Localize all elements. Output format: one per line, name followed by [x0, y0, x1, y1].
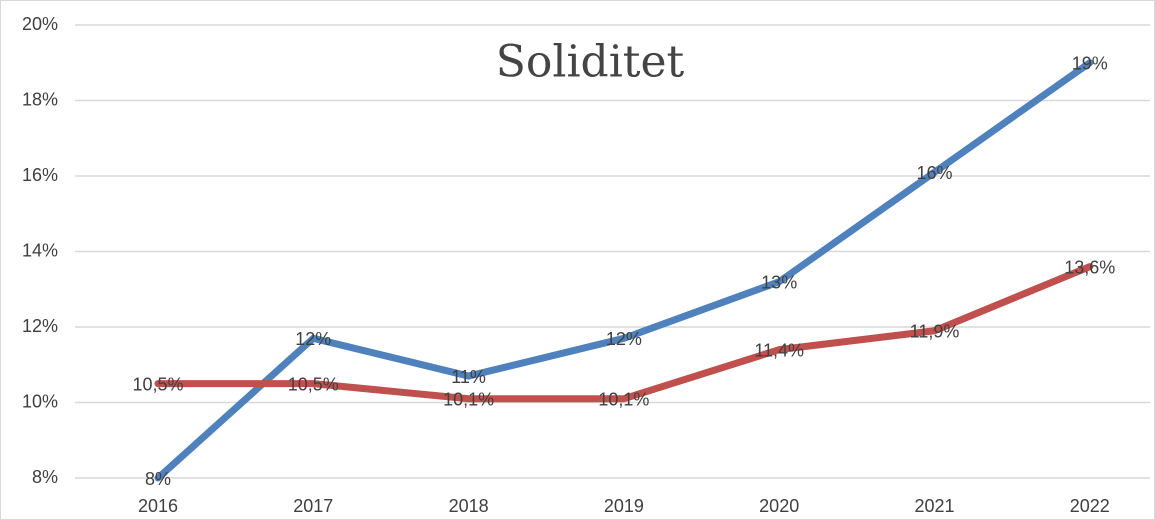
series-line: [154, 263, 1094, 403]
y-tick-label: 16%: [22, 165, 58, 185]
data-label: 12%: [295, 329, 331, 349]
x-tick-label: 2020: [759, 496, 799, 516]
data-label: 10,1%: [598, 389, 649, 409]
y-tick-label: 12%: [22, 316, 58, 336]
x-tick-label: 2018: [449, 496, 489, 516]
data-label: 10,5%: [132, 374, 183, 394]
y-tick-label: 14%: [22, 240, 58, 260]
data-label: 19%: [1072, 54, 1108, 74]
y-tick-label: 10%: [22, 391, 58, 411]
x-tick-label: 2022: [1070, 496, 1110, 516]
data-label: 11%: [451, 367, 486, 387]
x-tick-label: 2019: [604, 496, 644, 516]
y-tick-label: 8%: [32, 467, 58, 487]
data-label: 12%: [606, 329, 642, 349]
series-line: [154, 59, 1094, 482]
x-tick-label: 2017: [293, 496, 333, 516]
data-label: 13%: [761, 272, 797, 292]
data-label: 11,4%: [754, 340, 804, 360]
data-label: 8%: [145, 469, 171, 489]
x-tick-label: 2016: [138, 496, 178, 516]
x-tick-label: 2021: [914, 496, 954, 516]
data-label: 10,1%: [443, 389, 494, 409]
data-label: 10,5%: [288, 374, 339, 394]
data-label: 11,9%: [910, 322, 960, 342]
y-tick-label: 20%: [22, 14, 58, 34]
data-label: 16%: [916, 163, 952, 183]
chart-title: Soliditet: [496, 37, 685, 88]
data-label: 13,6%: [1064, 257, 1115, 277]
y-tick-label: 18%: [22, 89, 58, 109]
